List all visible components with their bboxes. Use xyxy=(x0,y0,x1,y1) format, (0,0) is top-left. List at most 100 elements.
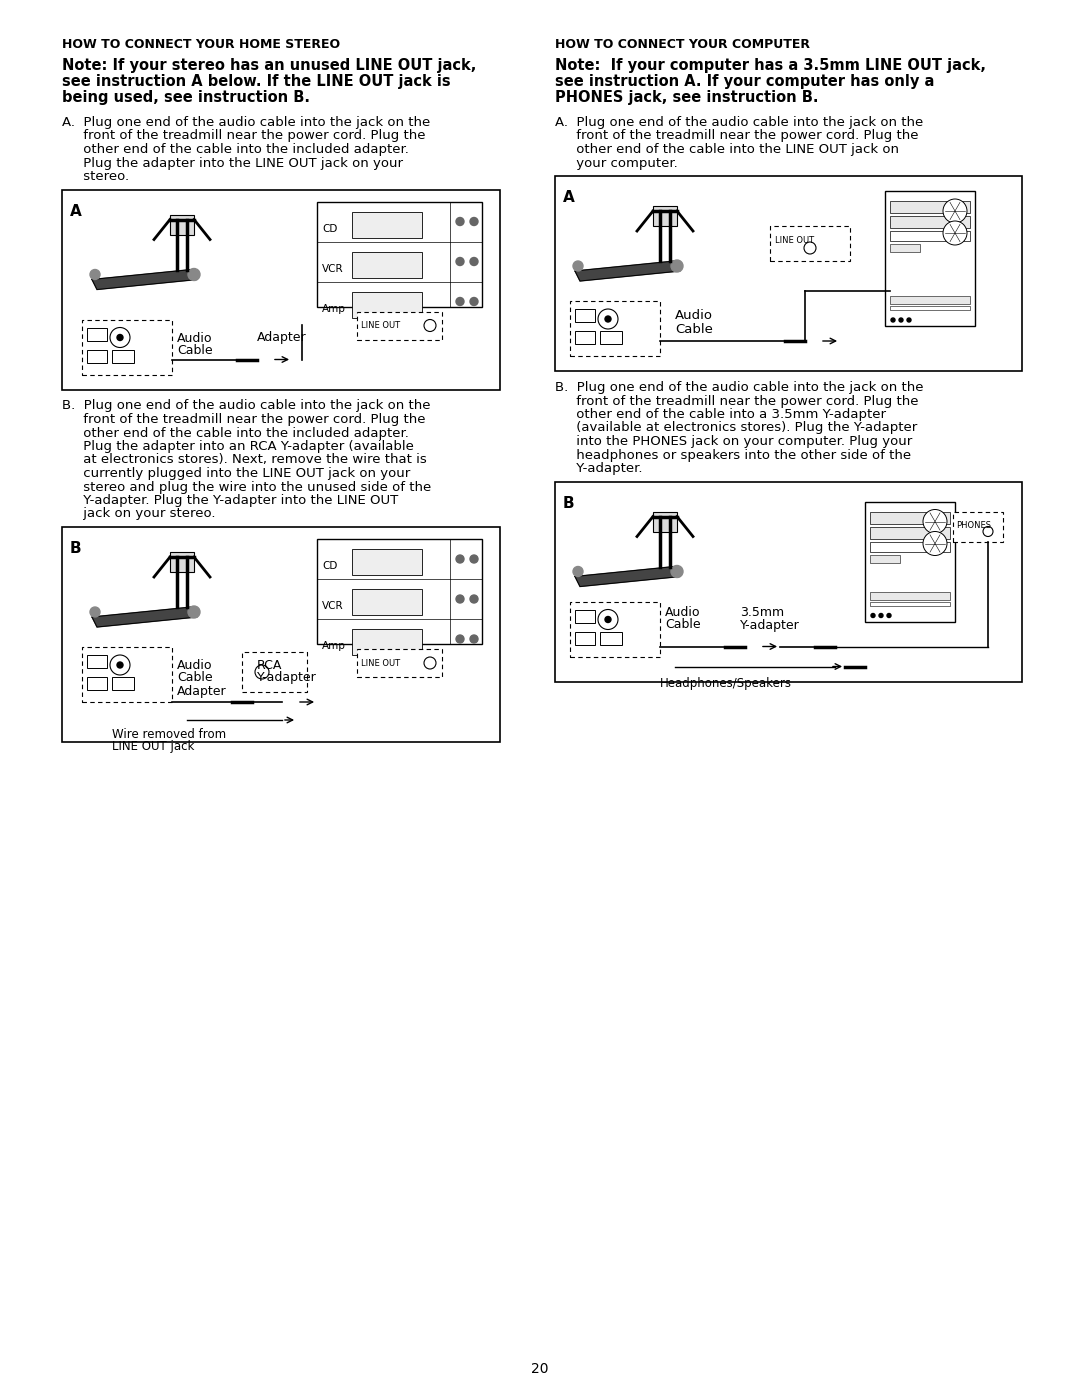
Bar xyxy=(870,511,950,524)
Text: B: B xyxy=(563,496,575,510)
Circle shape xyxy=(943,221,967,244)
Text: 3.5mm: 3.5mm xyxy=(740,606,784,619)
Bar xyxy=(570,602,660,657)
Text: CD: CD xyxy=(322,562,337,571)
Circle shape xyxy=(870,613,875,617)
Bar xyxy=(885,191,975,326)
Text: Adapter: Adapter xyxy=(257,331,307,345)
Text: Audio: Audio xyxy=(177,331,213,345)
Bar xyxy=(890,231,970,242)
Text: other end of the cable into a 3.5mm Y-adapter: other end of the cable into a 3.5mm Y-ad… xyxy=(555,408,886,420)
Circle shape xyxy=(671,566,683,577)
Text: Headphones/Speakers: Headphones/Speakers xyxy=(660,676,792,690)
Text: B.  Plug one end of the audio cable into the jack on the: B. Plug one end of the audio cable into … xyxy=(555,381,923,394)
Bar xyxy=(352,251,422,278)
Circle shape xyxy=(605,316,611,321)
Bar xyxy=(600,631,622,644)
Text: B: B xyxy=(70,541,82,556)
Circle shape xyxy=(110,327,130,348)
Text: Cable: Cable xyxy=(177,344,213,356)
Bar xyxy=(600,331,622,344)
Circle shape xyxy=(923,510,947,534)
Text: being used, see instruction B.: being used, see instruction B. xyxy=(62,89,310,105)
Bar xyxy=(87,327,107,341)
Bar xyxy=(865,502,955,622)
Polygon shape xyxy=(575,567,680,587)
Text: Y-adapter.: Y-adapter. xyxy=(555,462,643,475)
Circle shape xyxy=(470,555,478,563)
Circle shape xyxy=(907,319,912,321)
Text: PHONES jack, see instruction B.: PHONES jack, see instruction B. xyxy=(555,89,819,105)
Bar xyxy=(890,244,920,251)
Text: Y-adapter. Plug the Y-adapter into the LINE OUT: Y-adapter. Plug the Y-adapter into the L… xyxy=(62,495,399,507)
Bar xyxy=(575,631,595,644)
Circle shape xyxy=(891,319,895,321)
Circle shape xyxy=(573,567,583,577)
Circle shape xyxy=(923,531,947,556)
Bar xyxy=(770,226,850,261)
Text: RCA: RCA xyxy=(257,659,282,672)
Text: Audio: Audio xyxy=(675,309,713,321)
Text: stereo.: stereo. xyxy=(62,170,130,183)
Bar xyxy=(318,201,482,306)
Text: LINE OUT: LINE OUT xyxy=(361,659,400,668)
Circle shape xyxy=(943,198,967,224)
Text: A.  Plug one end of the audio cable into the jack on the: A. Plug one end of the audio cable into … xyxy=(62,116,430,129)
Text: other end of the cable into the included adapter.: other end of the cable into the included… xyxy=(62,142,409,156)
Bar xyxy=(352,211,422,237)
Bar xyxy=(575,331,595,344)
Polygon shape xyxy=(92,608,197,627)
Text: Audio: Audio xyxy=(177,659,213,672)
Text: Y-adapter: Y-adapter xyxy=(257,671,316,685)
Bar xyxy=(352,590,422,615)
Text: LINE OUT: LINE OUT xyxy=(775,236,814,244)
Text: VCR: VCR xyxy=(322,601,343,610)
Circle shape xyxy=(470,298,478,306)
Circle shape xyxy=(456,636,464,643)
Bar xyxy=(890,201,970,212)
Bar xyxy=(62,527,500,742)
Text: HOW TO CONNECT YOUR COMPUTER: HOW TO CONNECT YOUR COMPUTER xyxy=(555,38,810,52)
Bar xyxy=(870,555,900,563)
Text: B.  Plug one end of the audio cable into the jack on the: B. Plug one end of the audio cable into … xyxy=(62,400,431,412)
Bar xyxy=(653,205,677,226)
Text: see instruction A below. If the LINE OUT jack is: see instruction A below. If the LINE OUT… xyxy=(62,74,450,89)
Bar xyxy=(112,678,134,690)
Text: Plug the adapter into an RCA Y-adapter (available: Plug the adapter into an RCA Y-adapter (… xyxy=(62,440,414,453)
Circle shape xyxy=(573,261,583,271)
Bar xyxy=(653,511,677,531)
Bar xyxy=(570,300,660,356)
Bar xyxy=(112,349,134,362)
Circle shape xyxy=(456,218,464,225)
Text: other end of the cable into the included adapter.: other end of the cable into the included… xyxy=(62,426,409,440)
Text: LINE OUT: LINE OUT xyxy=(361,321,400,331)
Bar xyxy=(555,176,1022,372)
Bar xyxy=(870,527,950,538)
Bar xyxy=(87,678,107,690)
Text: A: A xyxy=(563,190,575,205)
Circle shape xyxy=(456,555,464,563)
Text: Note:  If your computer has a 3.5mm LINE OUT jack,: Note: If your computer has a 3.5mm LINE … xyxy=(555,59,986,73)
Text: headphones or speakers into the other side of the: headphones or speakers into the other si… xyxy=(555,448,912,461)
Circle shape xyxy=(188,606,200,617)
Circle shape xyxy=(598,309,618,330)
Text: at electronics stores). Next, remove the wire that is: at electronics stores). Next, remove the… xyxy=(62,454,427,467)
Bar xyxy=(953,511,1003,542)
Text: Adapter: Adapter xyxy=(177,685,227,698)
Text: LINE OUT jack: LINE OUT jack xyxy=(112,740,194,753)
Bar xyxy=(870,602,950,605)
Circle shape xyxy=(117,334,123,341)
Text: jack on your stereo.: jack on your stereo. xyxy=(62,507,216,521)
Circle shape xyxy=(456,595,464,604)
Circle shape xyxy=(887,613,891,617)
Bar xyxy=(575,609,595,623)
Text: front of the treadmill near the power cord. Plug the: front of the treadmill near the power co… xyxy=(555,130,918,142)
Bar xyxy=(870,591,950,599)
Circle shape xyxy=(470,595,478,604)
Bar xyxy=(890,296,970,305)
Circle shape xyxy=(470,636,478,643)
Bar xyxy=(357,312,442,339)
Circle shape xyxy=(110,655,130,675)
Bar xyxy=(82,320,172,374)
Text: Note: If your stereo has an unused LINE OUT jack,: Note: If your stereo has an unused LINE … xyxy=(62,59,476,73)
